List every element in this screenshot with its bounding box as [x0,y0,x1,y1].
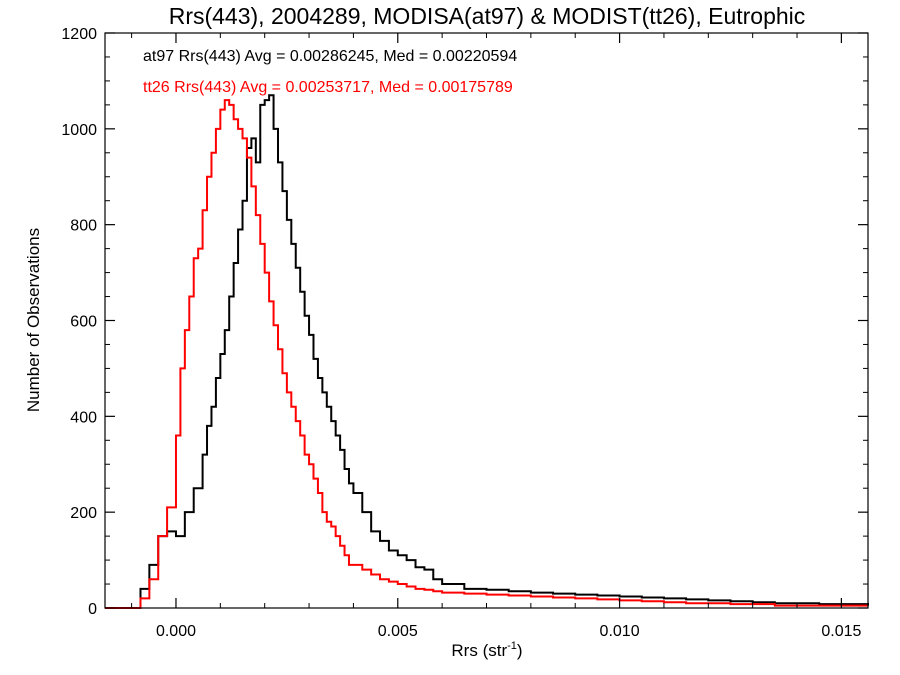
y-tick-label: 1000 [61,122,97,139]
x-axis-label-sup: -1 [507,640,517,652]
x-tick-label: 0.005 [378,623,418,640]
y-tick-label: 0 [88,601,97,618]
x-axis-label-main: Rrs (str [451,641,507,660]
series-line-at97 [105,94,869,609]
y-tick-label: 400 [70,409,97,426]
y-tick-label: 200 [70,505,97,522]
legend-entry-tt26: tt26 Rrs(443) Avg = 0.00253717, Med = 0.… [143,79,513,96]
ticks-layer: 0.000 0.005 0.010 0.015 0 200 400 600 800 1000 120… [61,26,868,640]
legend-entry-at97: at97 Rrs(443) Avg = 0.00286245, Med = 0.… [143,48,517,65]
series-line-tt26 [105,99,868,609]
x-tick-label: 0.010 [600,623,640,640]
y-axis-label: Number of Observations [24,228,43,412]
y-tick-label: 600 [70,314,97,331]
x-axis-label-end: ) [517,641,523,660]
chart-title: Rrs(443), 2004289, MODISA(at97) & MODIST… [169,3,806,29]
x-tick-label: 0.015 [821,623,861,640]
y-tick-label: 1200 [61,26,97,43]
series-layer [105,94,869,609]
x-tick-label: 0.000 [156,623,196,640]
x-axis-label: Rrs (str-1) [451,640,522,660]
y-tick-label: 800 [70,218,97,235]
